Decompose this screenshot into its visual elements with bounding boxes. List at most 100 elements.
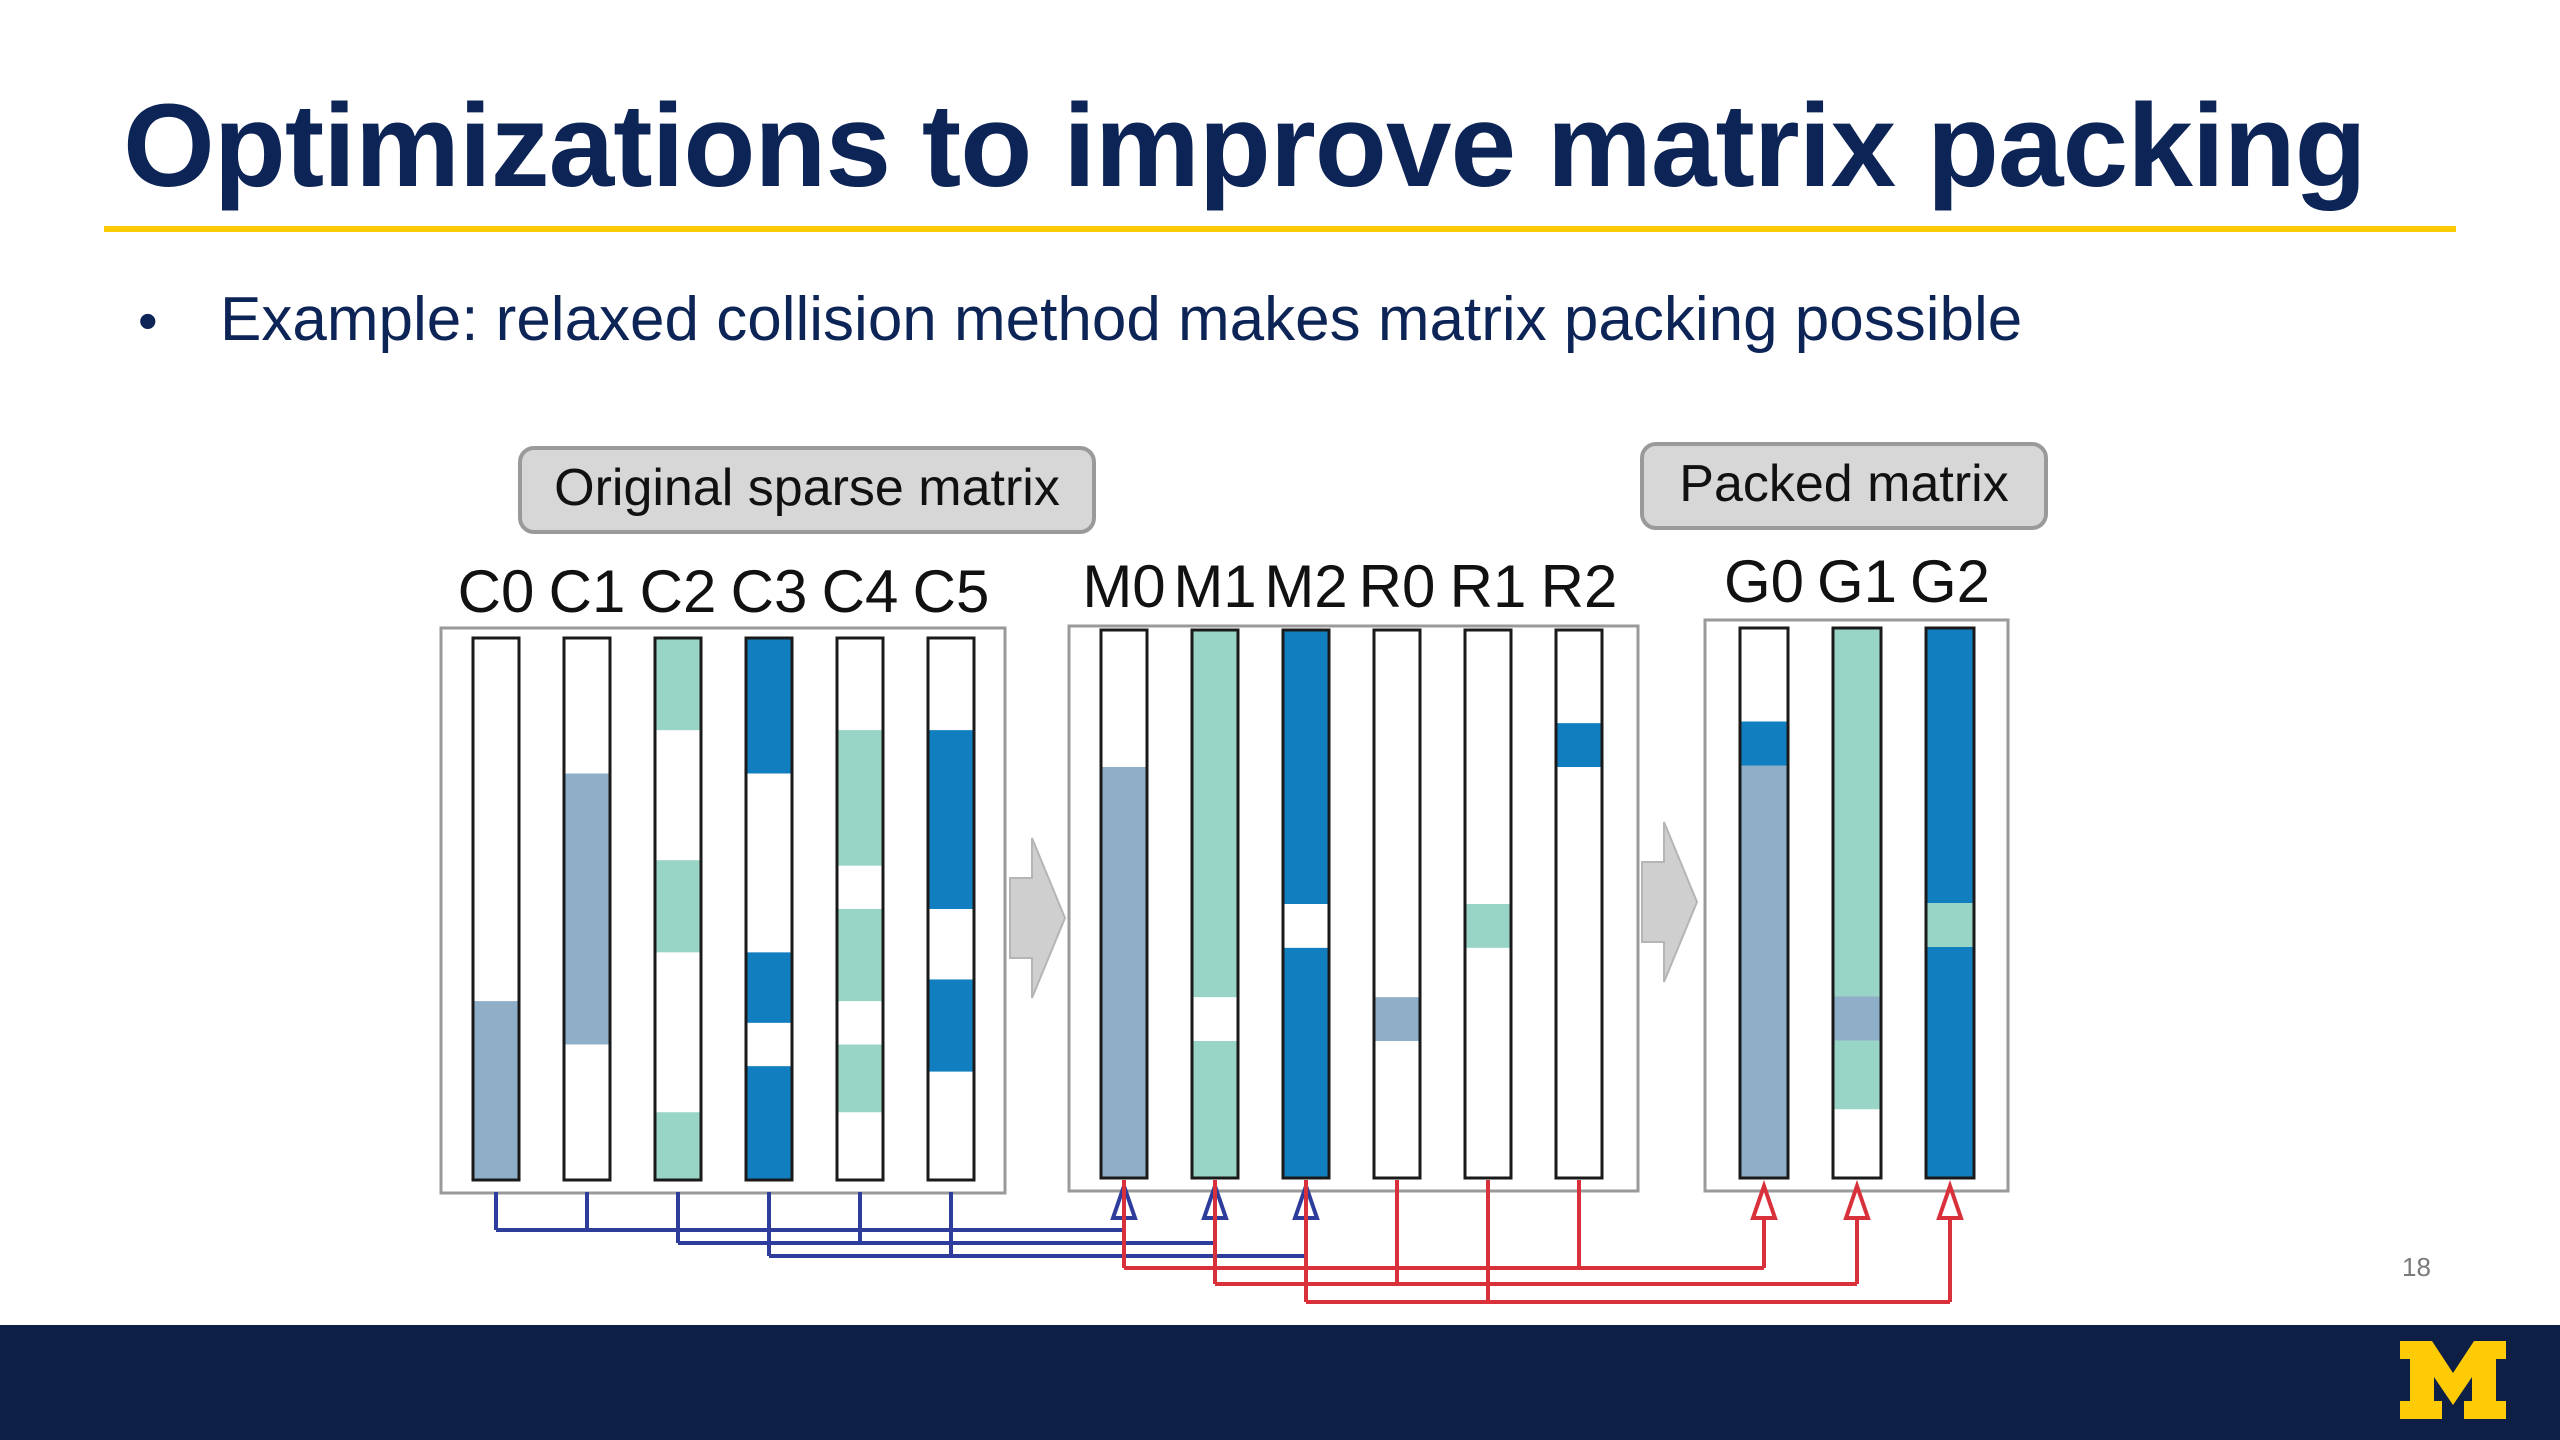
column-c5	[926, 636, 976, 1182]
column-segment-empty	[837, 865, 883, 910]
column-segment-grey_blue	[1374, 997, 1420, 1042]
column-label-r0: R0	[1359, 553, 1436, 620]
column-segment-blue	[1740, 721, 1788, 766]
column-segment-grey_blue	[473, 1001, 519, 1181]
column-label-m0: M0	[1082, 553, 1165, 620]
column-segment-blue	[746, 952, 792, 1024]
column-segment-teal	[837, 730, 883, 867]
column-segment-blue	[746, 638, 792, 774]
column-c4	[835, 636, 885, 1182]
column-segment-teal	[1192, 630, 1238, 998]
column-label-c0: C0	[458, 558, 535, 625]
column-label-c3: C3	[731, 558, 808, 625]
column-r1	[1463, 628, 1513, 1180]
column-segment-teal	[837, 1044, 883, 1113]
column-label-r1: R1	[1450, 553, 1527, 620]
column-label-g1: G1	[1817, 548, 1897, 615]
column-label-c2: C2	[640, 558, 717, 625]
column-segment-empty	[1833, 1109, 1881, 1179]
column-segment-empty	[1740, 628, 1788, 722]
column-segment-blue	[928, 730, 974, 910]
column-segment-empty	[746, 1022, 792, 1067]
column-label-c5: C5	[913, 558, 990, 625]
column-m0	[1099, 628, 1149, 1180]
column-segment-grey_blue	[564, 773, 610, 1045]
column-label-g2: G2	[1910, 548, 1990, 615]
column-label-m1: M1	[1173, 553, 1256, 620]
column-label-g0: G0	[1724, 548, 1804, 615]
column-r0	[1372, 628, 1422, 1180]
column-segment-empty	[928, 909, 974, 980]
column-c2	[653, 636, 703, 1182]
bullet-marker: •	[138, 289, 158, 352]
page-number: 18	[2402, 1252, 2431, 1282]
column-segment-empty	[837, 1112, 883, 1181]
packed-matrix-label: Packed matrix	[1640, 442, 2048, 530]
column-segment-blue	[1283, 947, 1329, 1179]
column-g2	[1924, 626, 1976, 1180]
column-segment-blue	[928, 979, 974, 1073]
column-segment-blue	[1926, 947, 1974, 1179]
column-r2	[1554, 628, 1604, 1180]
column-label-m2: M2	[1264, 553, 1347, 620]
column-c1	[562, 636, 612, 1182]
packing-diagram: C0 C1 C2 C3 C4 C5 M0 M1 M2 R0 R1 R2 G0 G1 G2	[439, 548, 2010, 1304]
column-segment-blue	[1926, 628, 1974, 904]
footer-bar	[0, 1325, 2560, 1440]
process-arrow-1	[1009, 837, 1067, 999]
column-segment-grey_blue	[1101, 767, 1147, 1179]
column-segment-empty	[928, 638, 974, 731]
intermediate-matrix-frame	[1067, 624, 1640, 1193]
column-segment-empty	[1101, 630, 1147, 768]
column-m2	[1281, 628, 1331, 1180]
column-segment-teal	[837, 909, 883, 1002]
column-segment-empty	[564, 638, 610, 774]
wire-arrowhead-g0	[1750, 1179, 1778, 1220]
column-segment-teal	[655, 638, 701, 731]
column-c3	[744, 636, 794, 1182]
column-segment-empty	[1465, 947, 1511, 1179]
column-m1	[1190, 628, 1240, 1180]
column-segment-empty	[1192, 997, 1238, 1042]
wire-arrowhead-g1	[1843, 1179, 1871, 1220]
slide-title: Optimizations to improve matrix packing	[123, 80, 2367, 212]
column-segment-empty	[1556, 767, 1602, 1179]
column-segment-blue	[746, 1066, 792, 1181]
column-segment-empty	[928, 1071, 974, 1181]
michigan-m-logo	[2400, 1341, 2506, 1419]
column-segment-blue	[1556, 723, 1602, 768]
column-segment-empty	[655, 730, 701, 861]
column-segment-grey_blue	[1740, 765, 1788, 1179]
column-c0	[471, 636, 521, 1182]
column-segment-empty	[1374, 1041, 1420, 1179]
column-segment-teal	[1192, 1041, 1238, 1179]
column-segment-empty	[746, 773, 792, 953]
column-segment-blue	[1283, 630, 1329, 905]
column-segment-teal	[1833, 628, 1881, 997]
title-underline	[104, 226, 2456, 232]
column-segment-teal	[1833, 1040, 1881, 1110]
column-g0	[1738, 626, 1790, 1180]
column-label-r2: R2	[1541, 553, 1618, 620]
original-matrix-label: Original sparse matrix	[518, 446, 1096, 534]
column-segment-empty	[655, 952, 701, 1113]
column-segment-empty	[837, 1001, 883, 1045]
column-g1	[1831, 626, 1883, 1180]
column-segment-empty	[564, 1044, 610, 1181]
column-segment-teal	[1926, 903, 1974, 948]
process-arrow-2	[1641, 821, 1699, 983]
column-segment-teal	[655, 860, 701, 953]
column-segment-empty	[1556, 630, 1602, 724]
column-segment-grey_blue	[1833, 996, 1881, 1041]
column-label-c4: C4	[822, 558, 899, 625]
wire-arrowhead-g2	[1936, 1179, 1964, 1220]
column-segment-empty	[1283, 904, 1329, 949]
column-segment-empty	[473, 638, 519, 1002]
bullet-text: Example: relaxed collision method makes …	[220, 285, 2023, 354]
column-segment-empty	[1465, 630, 1511, 905]
column-segment-teal	[1465, 904, 1511, 949]
column-segment-empty	[1374, 630, 1420, 998]
column-segment-teal	[655, 1112, 701, 1181]
column-segment-empty	[837, 638, 883, 731]
original-matrix-frame	[439, 626, 1007, 1195]
